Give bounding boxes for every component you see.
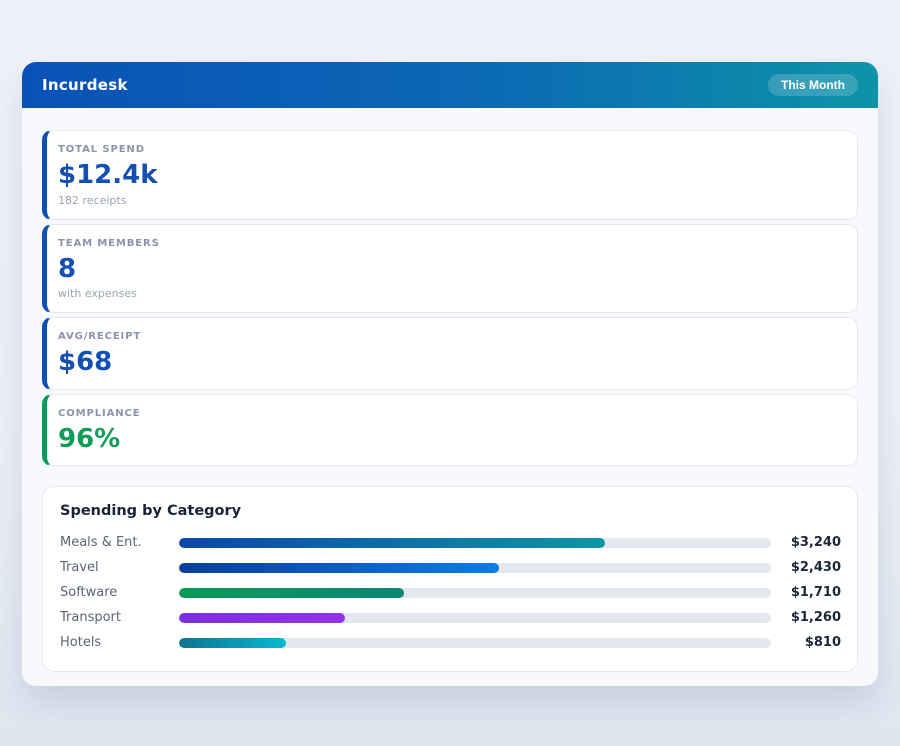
stat-label: TOTAL SPEND	[58, 144, 145, 155]
stat-value: 8	[58, 253, 77, 284]
bar-track	[179, 637, 771, 648]
stat-subtext: 182 receipts	[58, 193, 127, 207]
stat-card-compliance: COMPLIANCE 96%	[42, 393, 858, 467]
bar-track	[179, 537, 771, 548]
stat-label: COMPLIANCE	[58, 407, 141, 419]
stat-label: AVG/RECEIPT	[58, 331, 142, 343]
bar-fill	[179, 612, 345, 623]
dashboard-panel: Incurdesk This Month TOTAL SPEND $12.4k …	[22, 62, 878, 686]
category-label: Software	[60, 585, 118, 601]
bar-track	[179, 612, 771, 623]
chart-row-travel: Travel $2,430	[59, 555, 841, 580]
app-title: Incurdesk	[42, 76, 128, 94]
bar-track	[179, 562, 771, 573]
dashboard-content: TOTAL SPEND $12.4k 182 receipts TEAM MEM…	[22, 108, 878, 686]
bar-fill	[179, 562, 499, 573]
category-value: $810	[804, 635, 841, 651]
bar-fill	[179, 637, 286, 648]
bar-track	[179, 587, 771, 598]
chart-row-transport: Transport $1,260	[59, 605, 841, 630]
stat-card-total-spend: TOTAL SPEND $12.4k 182 receipts	[42, 130, 858, 220]
bar-fill	[179, 587, 404, 598]
category-value: $1,260	[790, 610, 841, 626]
category-label: Hotels	[60, 635, 102, 651]
stat-label: TEAM MEMBERS	[58, 237, 160, 249]
category-label: Travel	[60, 560, 99, 576]
stat-value: $12.4k	[58, 160, 158, 190]
category-label: Meals & Ent.	[60, 535, 142, 551]
category-label: Transport	[60, 610, 122, 626]
stat-subtext: with expenses	[58, 287, 137, 301]
category-value: $3,240	[790, 535, 841, 551]
stat-value: $68	[58, 347, 113, 378]
category-value: $2,430	[790, 560, 841, 576]
spending-by-category-chart: Spending by Category Meals & Ent. $3,240…	[42, 486, 858, 673]
chart-row-hotels: Hotels $810	[59, 630, 841, 655]
period-badge[interactable]: This Month	[768, 74, 858, 96]
stat-value: 96%	[58, 423, 121, 454]
chart-row-software: Software $1,710	[59, 580, 841, 605]
stat-card-avg-receipt: AVG/RECEIPT $68	[42, 317, 858, 390]
chart-row-meals: Meals & Ent. $3,240	[59, 530, 841, 555]
chart-title: Spending by Category	[60, 503, 242, 520]
app-header: Incurdesk This Month	[22, 62, 878, 108]
stat-card-team-members: TEAM MEMBERS 8 with expenses	[42, 223, 858, 314]
bar-fill	[179, 537, 606, 548]
category-value: $1,710	[790, 585, 841, 601]
